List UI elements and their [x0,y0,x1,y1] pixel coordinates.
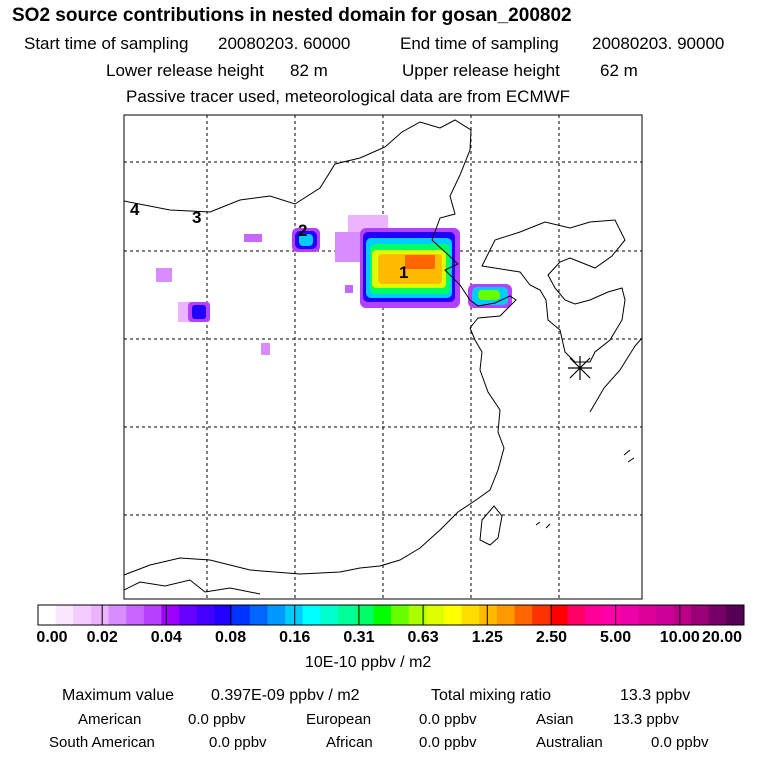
color-bar-cell [532,605,551,625]
color-bar-cell [708,605,727,625]
color-bar-cell [373,605,392,625]
color-bar-cell [426,605,445,625]
color-bar-tick-label: 0.08 [214,629,247,646]
color-bar-cell [620,605,639,625]
color-bar-cell [126,605,145,625]
region-african-value: 0.0 ppbv [419,734,477,751]
region-american-value: 0.0 ppbv [188,711,246,728]
color-bar-cell [391,605,410,625]
color-bar-cell [320,605,339,625]
total-mixing-value: 13.3 ppbv [620,687,691,704]
color-bar-tick-label: 0.02 [86,629,118,646]
region-south-american-label: South American [49,734,155,751]
color-bar-cell [73,605,92,625]
region-asian-label: Asian [536,711,574,728]
region-australian-label: Australian [536,734,603,751]
color-bar-cell [567,605,586,625]
color-bar-cell [602,605,621,625]
start-time-value: 20080203. 60000 [218,34,351,53]
asterisk-icon [568,356,592,380]
lower-release-label: Lower release height [106,61,264,80]
end-time-label: End time of sampling [400,34,559,53]
map-grid [124,115,642,599]
page-title: SO2 source contributions in nested domai… [12,5,572,26]
max-value: 0.397E-09 ppbv / m2 [211,687,360,704]
lower-release-value: 82 m [290,61,328,80]
total-mixing-label: Total mixing ratio [431,687,552,704]
color-bar-cell [55,605,74,625]
color-bar-cell [408,605,427,625]
color-bar-cell [355,605,374,625]
source-label-1: 1 [399,263,408,282]
color-bar-cell [214,605,233,625]
upper-release-label: Upper release height [402,61,560,80]
color-bar-tick-label: 0.04 [150,629,182,646]
color-bar-cell [443,605,463,625]
color-bar-cell [302,605,321,625]
color-bar-cell [585,605,604,625]
color-bar-tick-label: 1.25 [471,629,503,646]
tracer-note: Passive tracer used, meteorological data… [126,87,571,106]
color-bar-cell [691,605,710,625]
color-bar-cell [267,605,286,625]
region-south-american-value: 0.0 ppbv [209,734,267,751]
color-bar-cell [514,605,533,625]
region-european-label: European [306,711,372,728]
color-bar-cell [549,605,568,625]
color-bar-unit: 10E-10 ppbv / m2 [305,654,432,671]
region-european-value: 0.0 ppbv [419,711,477,728]
upper-release-value: 62 m [600,61,638,80]
color-bar-cell [673,605,692,625]
color-bar-tick-label: 0.16 [279,629,311,646]
color-bar-tick-label: 0.31 [343,629,375,646]
color-bar-tick-label: 20.00 [701,629,743,646]
map-panel: 1 2 3 4 [123,114,643,600]
max-value-label: Maximum value [62,687,175,704]
color-bar-tick-label: 2.50 [535,629,568,646]
color-bar-cells [38,605,745,625]
color-bar-cell [143,605,163,625]
color-bar-cell [196,605,215,625]
source-label-4: 4 [130,200,140,219]
color-bar-cell [338,605,357,625]
color-bar-cell [232,605,251,625]
color-bar-cell [638,605,657,625]
color-bar-cell [461,605,480,625]
color-bar-cell [655,605,674,625]
color-bar-cell [249,605,268,625]
color-bar-cell [38,605,57,625]
region-australian-value: 0.0 ppbv [651,734,709,751]
color-bar-tick-label: 10.00 [659,629,700,646]
color-bar-cell [108,605,127,625]
color-bar-tick-label: 5.00 [600,629,632,646]
region-american-label: American [78,711,142,728]
source-label-3: 3 [192,208,201,227]
color-bar-cell [90,605,110,625]
region-asian-value: 13.3 ppbv [613,711,679,728]
color-bar-cell [726,605,745,625]
start-time-label: Start time of sampling [24,34,189,53]
color-bar-cell [496,605,516,625]
coastlines [123,119,643,595]
color-bar-cell [285,605,304,625]
color-bar-cell [479,605,498,625]
end-time-value: 20080203. 90000 [592,34,725,53]
region-african-label: African [326,734,373,751]
concentration-plume [156,215,512,355]
source-label-2: 2 [298,221,307,240]
color-bar-tick-label: 0.00 [36,629,68,646]
color-bar-cell [161,605,180,625]
color-bar-tick-label: 0.63 [407,629,439,646]
color-bar-cell [179,605,198,625]
